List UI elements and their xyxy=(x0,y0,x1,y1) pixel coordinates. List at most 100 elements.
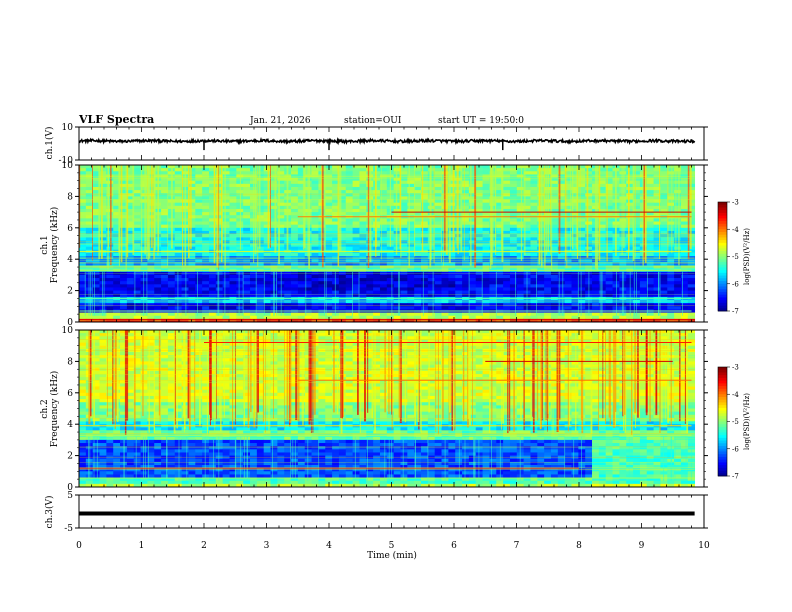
spectrogram-cell xyxy=(215,165,224,169)
spectrogram-cell xyxy=(550,180,559,185)
spectrogram-cell xyxy=(448,208,456,213)
spectrogram-cell xyxy=(578,227,586,232)
spectrogram-cell xyxy=(359,174,367,178)
spectrogram-cell xyxy=(202,300,210,304)
spectrogram-cell xyxy=(99,196,107,200)
spectrogram-cell xyxy=(550,230,559,235)
spectrogram-cell xyxy=(379,306,388,310)
spectrogram-cell xyxy=(557,278,566,282)
spectrogram-cell xyxy=(537,265,545,270)
spectrogram-cell xyxy=(455,237,463,241)
spectrogram-cell xyxy=(154,293,162,298)
spectrogram-striation xyxy=(645,165,647,263)
spectrogram-cell xyxy=(557,265,566,270)
spectrogram-cell xyxy=(633,237,641,241)
spectrogram-cell xyxy=(557,180,566,185)
spectrogram-cell xyxy=(140,202,148,207)
spectrogram-cell xyxy=(318,284,326,288)
spectrogram-cell xyxy=(297,190,306,194)
spectrogram-cell xyxy=(489,287,497,291)
spectrogram-cell xyxy=(229,165,237,169)
spectrogram-cell xyxy=(215,256,224,260)
spectrogram-cell xyxy=(523,246,531,251)
spectrogram-cell xyxy=(421,230,429,235)
spectrogram-cell xyxy=(188,183,196,188)
spectrogram-cell xyxy=(99,180,107,185)
spectrogram-cell xyxy=(174,174,182,178)
spectrogram-cell xyxy=(674,227,682,232)
spectrogram-cell xyxy=(263,252,271,257)
spectrogram-cell xyxy=(414,256,422,260)
spectrogram-cell xyxy=(557,284,566,288)
spectrogram-cell xyxy=(92,278,100,282)
spectrogram-cell xyxy=(140,281,148,285)
spectrogram-cell xyxy=(427,306,436,310)
spectrogram-cell xyxy=(311,199,319,204)
spectrogram-cell xyxy=(626,318,634,323)
spectrogram-cell xyxy=(653,224,661,229)
spectrogram-cell xyxy=(434,193,442,197)
spectrogram-cell xyxy=(564,193,572,197)
spectrogram-cell xyxy=(338,230,347,235)
spectrogram-cell xyxy=(598,227,607,232)
spectrogram-cell xyxy=(633,221,641,226)
spectrogram-cell xyxy=(503,290,511,295)
spectrogram-striation xyxy=(389,165,391,247)
spectrogram-cell xyxy=(516,252,525,257)
spectrogram-cell xyxy=(537,186,545,191)
spectrogram-cell xyxy=(167,281,176,285)
spectrogram-cell xyxy=(243,205,251,210)
spectrogram-cell xyxy=(85,234,94,238)
spectrogram-cell xyxy=(475,274,483,279)
spectrogram-cell xyxy=(345,306,354,310)
spectrogram-cell xyxy=(475,193,483,197)
spectrogram-cell xyxy=(386,265,395,270)
spectrogram-cell xyxy=(550,168,559,172)
spectrogram-cell xyxy=(304,281,312,285)
spectrogram-cell xyxy=(550,312,559,317)
spectrogram-cell xyxy=(126,215,135,219)
spectrogram-cell xyxy=(462,278,470,282)
spectrogram-cell xyxy=(140,290,148,295)
spectrogram-cell xyxy=(496,278,504,282)
spectrogram-cell xyxy=(646,183,654,188)
spectrogram-cell xyxy=(564,303,572,307)
spectrogram-cell xyxy=(421,237,429,241)
spectrogram-cell xyxy=(653,290,661,295)
spectrogram-cell xyxy=(215,212,224,216)
spectrogram-cell xyxy=(332,224,340,229)
spectrogram-cell xyxy=(482,199,490,204)
spectrogram-cell xyxy=(215,199,224,204)
spectrogram-cell xyxy=(564,306,572,310)
spectrogram-cell xyxy=(338,196,347,200)
spectrogram-striation xyxy=(381,165,382,260)
spectrogram-cell xyxy=(441,265,449,270)
spectrogram-cell xyxy=(509,234,518,238)
spectrogram-cell xyxy=(509,306,518,310)
spectrogram-cell xyxy=(434,256,442,260)
spectrogram-cell xyxy=(626,196,634,200)
spectrogram-cell xyxy=(571,256,579,260)
spectrogram-cell xyxy=(284,262,292,266)
spectrogram-cell xyxy=(400,281,408,285)
spectrogram-cell xyxy=(243,190,251,194)
spectrogram-cell xyxy=(680,183,689,188)
spectrogram-cell xyxy=(646,218,654,222)
spectrogram-cell xyxy=(653,208,661,213)
spectrogram-cell xyxy=(468,190,477,194)
spectrogram-cell xyxy=(140,183,148,188)
spectrogram-cell xyxy=(585,262,593,266)
spectrogram-cell xyxy=(202,278,210,282)
spectrogram-cell xyxy=(468,278,477,282)
spectrogram-cell xyxy=(263,287,271,291)
spectrogram-cell xyxy=(448,183,456,188)
spectrogram-cell xyxy=(243,256,251,260)
spectrogram-cell xyxy=(680,224,689,229)
spectrogram-cell xyxy=(585,177,593,182)
spectrogram-cell xyxy=(523,193,531,197)
spectrogram-cell xyxy=(496,174,504,178)
spectrogram-cell xyxy=(626,230,634,235)
spectrogram-cell xyxy=(345,171,354,175)
spectrogram-cell xyxy=(680,196,689,200)
spectrogram-cell xyxy=(605,183,613,188)
